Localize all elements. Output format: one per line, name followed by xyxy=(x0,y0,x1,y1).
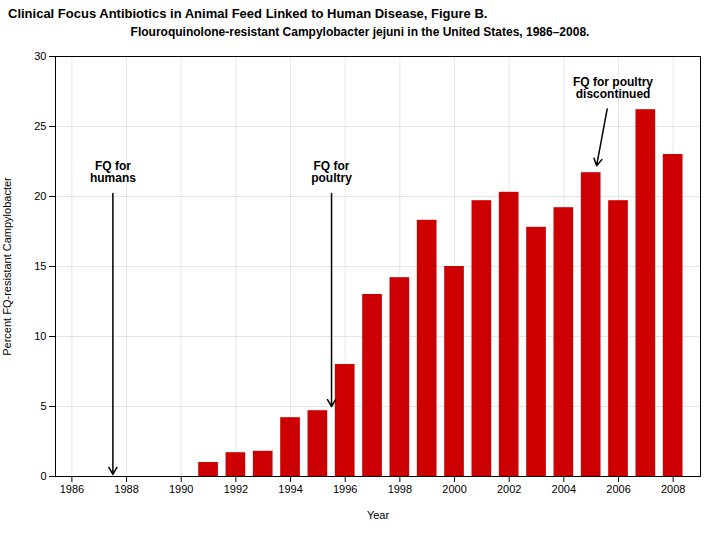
svg-text:FQ forpoultry: FQ forpoultry xyxy=(311,159,352,185)
svg-text:15: 15 xyxy=(34,260,46,272)
svg-text:1986: 1986 xyxy=(60,483,84,495)
svg-text:1998: 1998 xyxy=(388,483,412,495)
svg-text:1990: 1990 xyxy=(169,483,193,495)
svg-text:1996: 1996 xyxy=(333,483,357,495)
svg-text:2004: 2004 xyxy=(552,483,576,495)
svg-text:30: 30 xyxy=(34,50,46,62)
svg-text:Year: Year xyxy=(367,509,390,521)
svg-text:1988: 1988 xyxy=(114,483,138,495)
svg-text:5: 5 xyxy=(40,400,46,412)
svg-text:2008: 2008 xyxy=(661,483,685,495)
svg-text:10: 10 xyxy=(34,330,46,342)
svg-text:1994: 1994 xyxy=(278,483,302,495)
html-text:Clinical Focus Antibiotics in: Clinical Focus Antibiotics in Animal Fee… xyxy=(8,6,488,21)
svg-text:Percent FQ-resistant Campyloba: Percent FQ-resistant Campylobacter xyxy=(1,177,13,356)
html-text:Flouroquinolone-resistant Camp: Flouroquinolone-resistant Campylobacter … xyxy=(130,25,590,39)
svg-text:25: 25 xyxy=(34,120,46,132)
svg-text:20: 20 xyxy=(34,190,46,202)
svg-text:FQ forhumans: FQ forhumans xyxy=(90,159,136,185)
svg-text:FQ for poultrydiscontinued: FQ for poultrydiscontinued xyxy=(573,75,653,101)
svg-text:2000: 2000 xyxy=(442,483,466,495)
svg-text:2006: 2006 xyxy=(606,483,630,495)
svg-text:2002: 2002 xyxy=(497,483,521,495)
svg-text:0: 0 xyxy=(40,470,46,482)
svg-text:1992: 1992 xyxy=(224,483,248,495)
